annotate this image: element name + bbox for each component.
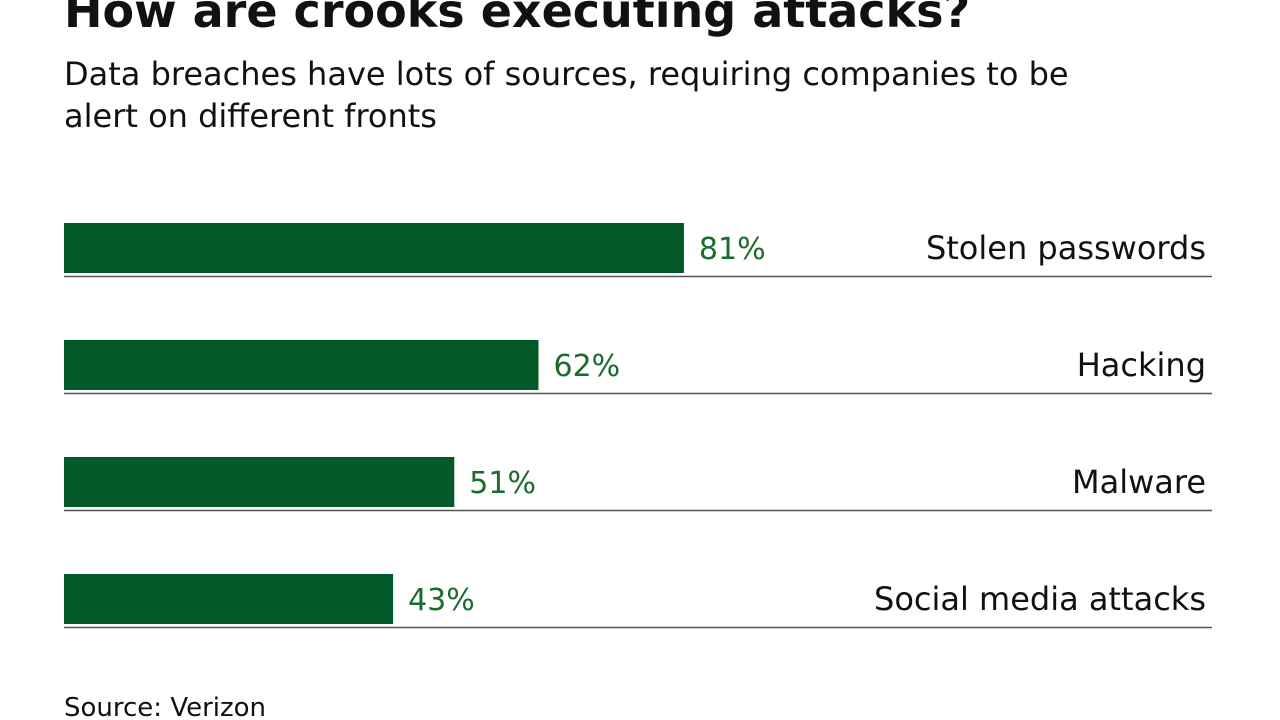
source-note: Source: Verizon	[64, 693, 267, 720]
value-label-3: 43%	[408, 583, 475, 618]
category-label-1: Hacking	[1077, 346, 1206, 384]
value-label-2: 51%	[469, 466, 536, 501]
bar-3	[64, 574, 394, 624]
bar-2	[64, 457, 455, 507]
chart-title: How are crooks executing attacks?	[64, 0, 971, 38]
bar-0	[64, 223, 684, 273]
value-label-0: 81%	[699, 232, 766, 267]
value-label-1: 62%	[554, 349, 621, 384]
category-label-2: Malware	[1072, 463, 1206, 501]
bar-1	[64, 340, 539, 390]
category-label-0: Stolen passwords	[926, 229, 1206, 267]
category-label-3: Social media attacks	[874, 580, 1206, 618]
chart-subtitle: Data breaches have lots of sources, requ…	[64, 55, 1069, 135]
